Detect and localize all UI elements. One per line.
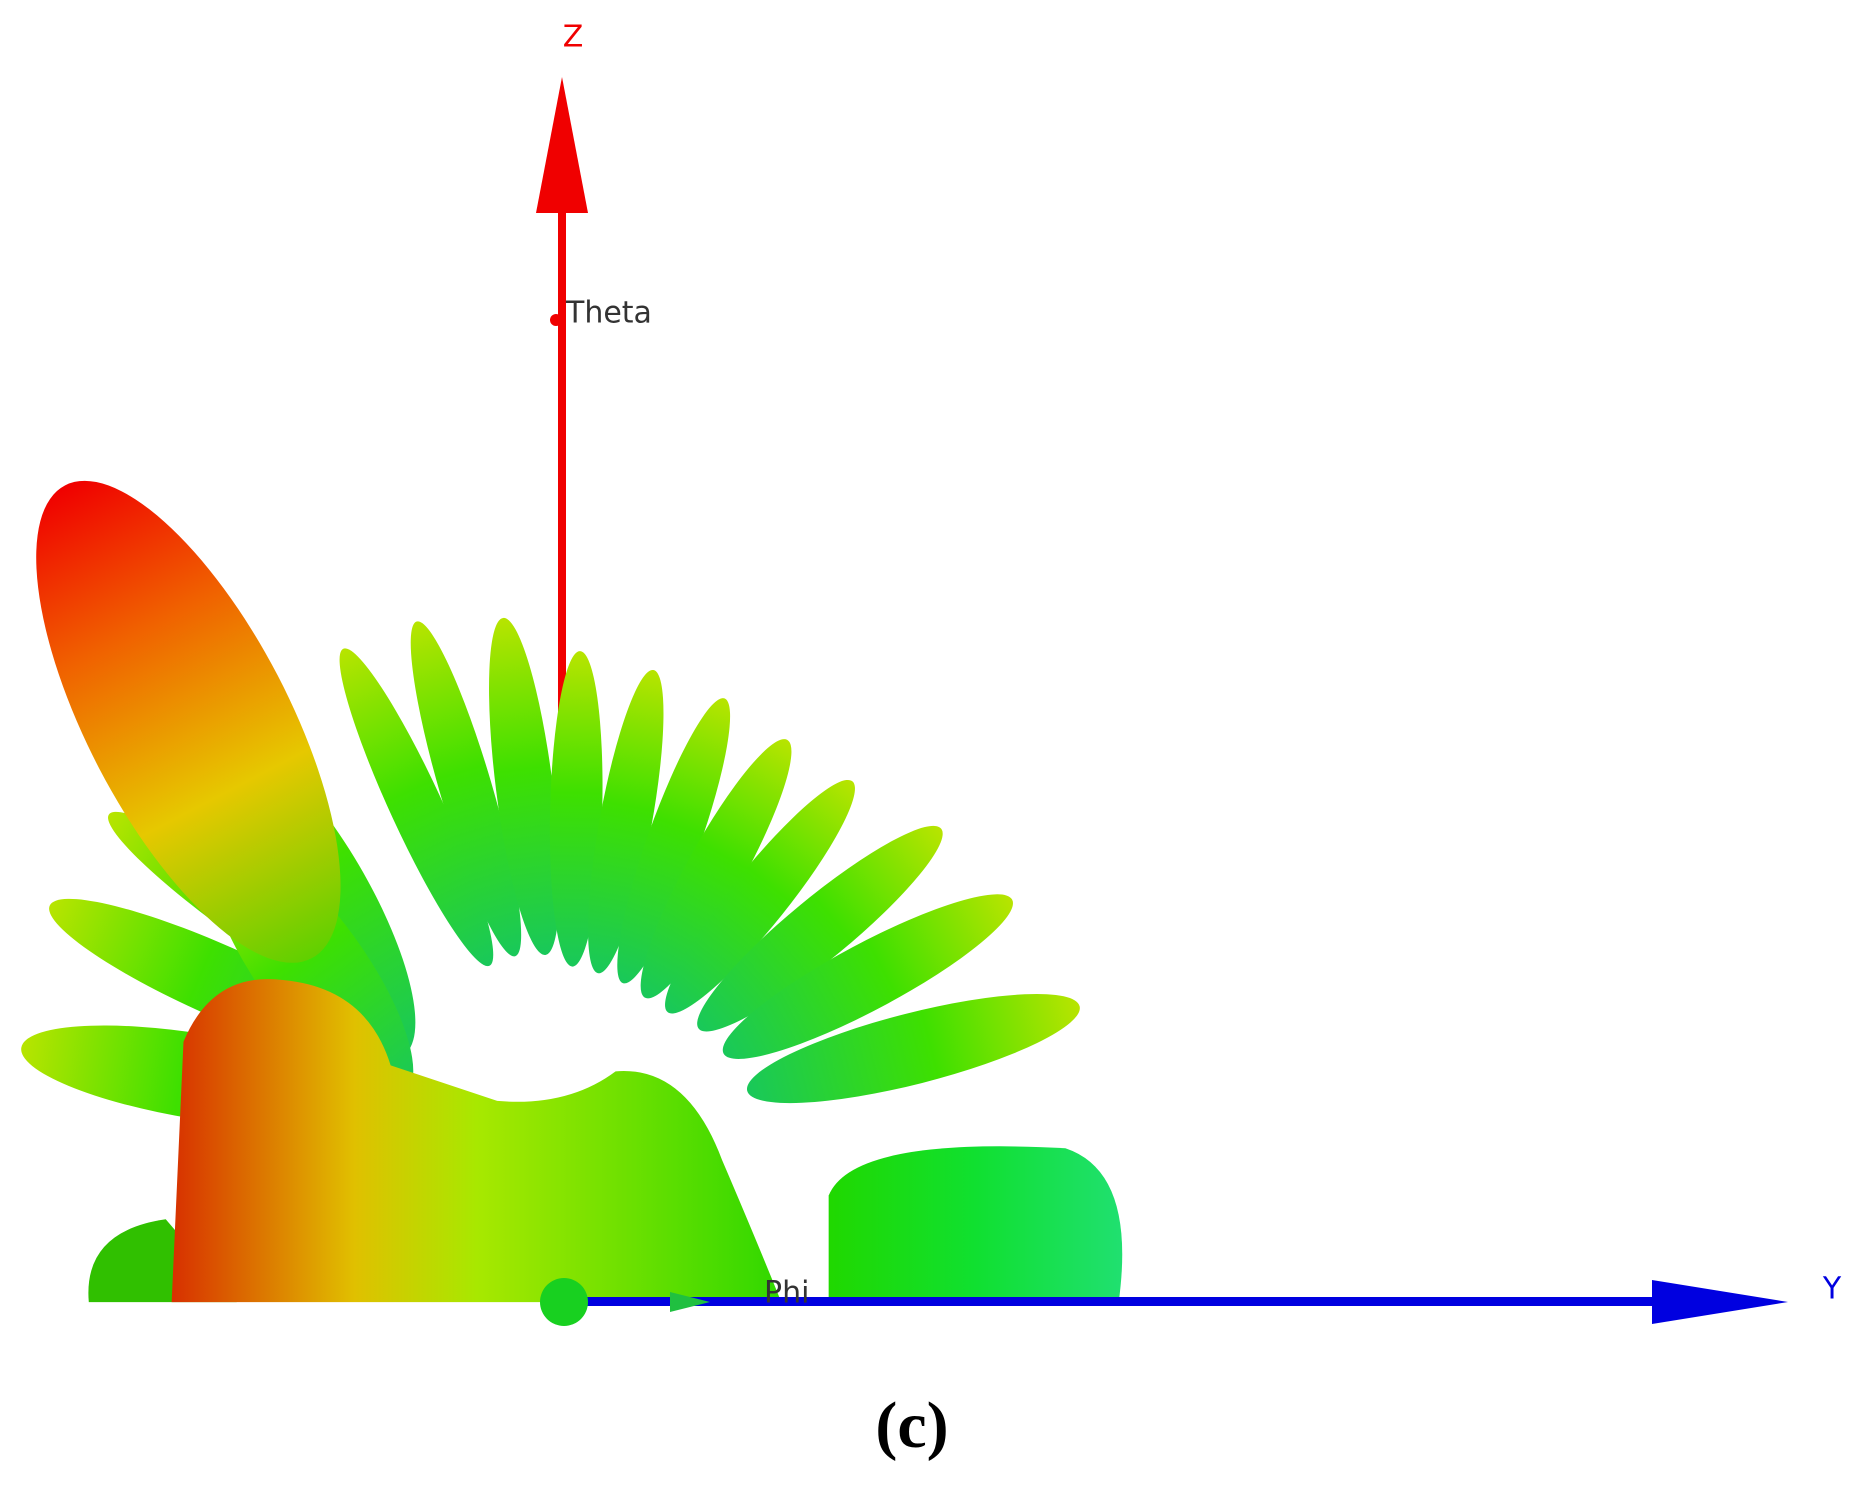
lobe — [617, 698, 731, 984]
lobe — [665, 779, 855, 1014]
y-axis-shaft — [556, 1297, 1656, 1306]
phi-label: Phi — [764, 1276, 809, 1311]
z-axis-shaft — [558, 200, 566, 740]
theta-marker — [550, 314, 562, 326]
z-axis-arrowhead — [536, 77, 588, 213]
lobe-body — [828, 1146, 1123, 1303]
lobe — [640, 739, 792, 999]
radiation-lobes — [21, 480, 1123, 1303]
lobe — [746, 993, 1080, 1104]
lobe — [549, 651, 603, 967]
z-label: Z — [563, 20, 584, 55]
lobe — [489, 617, 560, 956]
phi-arrow — [670, 1292, 710, 1312]
lobe — [410, 621, 522, 957]
theta-label: Theta — [565, 296, 652, 331]
lobe-body — [171, 979, 782, 1303]
caption: (c) — [875, 1389, 948, 1462]
lobe — [36, 480, 341, 963]
lobe — [722, 894, 1013, 1059]
y-axis — [540, 1278, 1788, 1326]
y-axis-arrowhead — [1652, 1280, 1788, 1324]
lobe — [588, 669, 664, 974]
z-axis — [536, 77, 588, 740]
y-label: Y — [1822, 1272, 1842, 1307]
lobe — [697, 825, 943, 1032]
lobe — [339, 648, 494, 967]
origin-sphere — [540, 1278, 588, 1326]
